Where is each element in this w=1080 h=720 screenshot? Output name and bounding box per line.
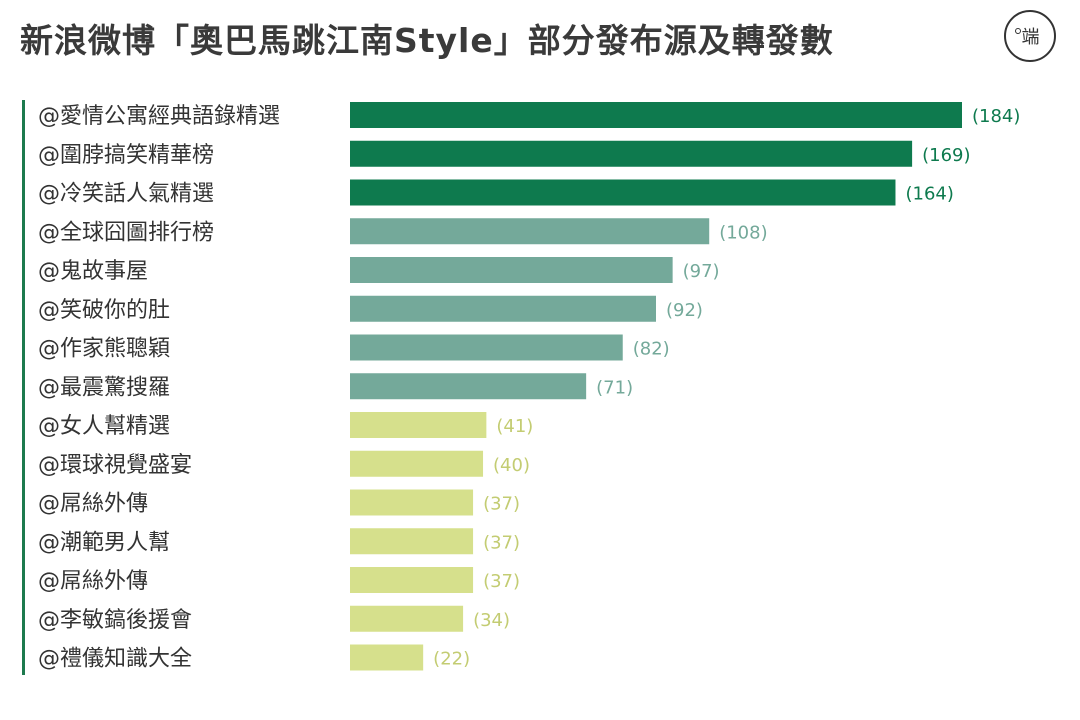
bar [350, 644, 424, 671]
bar [350, 102, 962, 128]
chart-title: 新浪微博「奧巴馬跳江南Style」部分發布源及轉發數 [20, 21, 834, 60]
bar [350, 140, 913, 167]
category-label: @圍脖搞笑精華榜 [38, 143, 214, 168]
value-label: (22) [433, 649, 470, 670]
value-label: (108) [719, 222, 767, 243]
value-label: (71) [596, 377, 633, 398]
category-label: @最震驚搜羅 [38, 375, 170, 400]
bar [350, 179, 896, 206]
category-label: @禮儀知識大全 [38, 647, 192, 672]
category-label: @愛情公寓經典語錄精選 [38, 104, 280, 129]
category-label: @冷笑話人氣精選 [38, 182, 214, 207]
logo-dot-icon [1015, 28, 1021, 34]
brand-logo: 端 [1004, 10, 1056, 62]
value-label: (41) [496, 416, 533, 437]
value-label: (37) [483, 571, 520, 592]
logo-glyph: 端 [1021, 27, 1040, 48]
category-label: @潮範男人幫 [38, 530, 170, 555]
value-label: (97) [683, 261, 720, 282]
category-label: @女人幫精選 [38, 414, 170, 439]
category-label: @鬼故事屋 [38, 259, 148, 284]
value-label: (82) [633, 339, 670, 360]
bar [350, 450, 484, 477]
bar [350, 567, 474, 593]
value-label: (92) [666, 300, 703, 321]
bar [350, 257, 673, 283]
bar [350, 218, 710, 245]
value-label: (164) [905, 184, 953, 205]
value-label: (34) [473, 610, 510, 631]
bar [350, 295, 656, 322]
bar [350, 489, 474, 516]
category-label: @李敏鎬後援會 [38, 608, 192, 633]
bar [350, 605, 464, 632]
category-label: @笑破你的肚 [38, 298, 170, 323]
category-label: @環球視覺盛宴 [38, 453, 192, 478]
category-label: @全球囧圖排行榜 [38, 220, 214, 245]
value-label: (40) [493, 455, 530, 476]
category-axis-line [22, 100, 25, 675]
bar [350, 528, 474, 555]
value-label: (184) [972, 106, 1020, 127]
bar [350, 412, 487, 438]
value-label: (37) [483, 532, 520, 553]
value-label: (169) [922, 145, 970, 166]
bar [350, 373, 587, 400]
category-label: @屌絲外傳 [38, 492, 148, 517]
bar [350, 334, 623, 361]
value-label: (37) [483, 494, 520, 515]
category-label: @屌絲外傳 [38, 569, 148, 594]
category-label: @作家熊聰穎 [38, 337, 170, 362]
